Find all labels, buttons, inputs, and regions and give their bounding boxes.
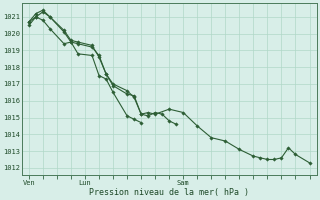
X-axis label: Pression niveau de la mer( hPa ): Pression niveau de la mer( hPa ): [89, 188, 249, 197]
